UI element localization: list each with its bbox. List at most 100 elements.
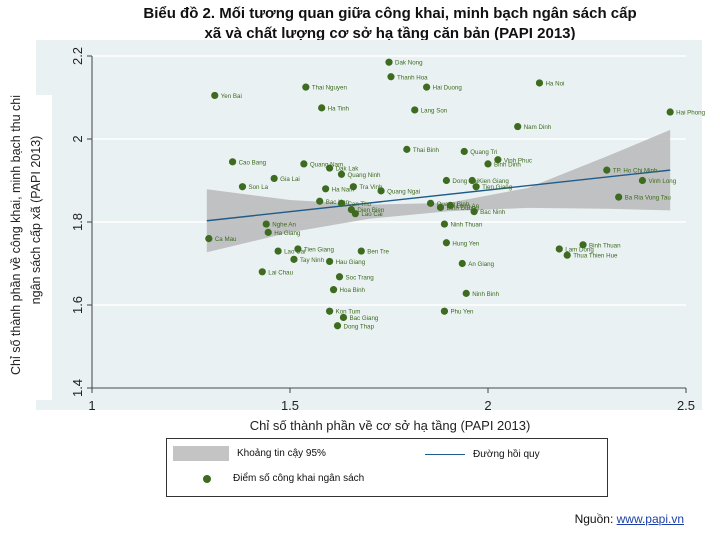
point-label-53: Hoa Binh	[340, 287, 366, 294]
legend-ci-label: Khoảng tin cậy 95%	[237, 448, 326, 459]
point-label-46: Ben Tre	[367, 249, 389, 256]
point-label-21: Kien Giang	[478, 178, 509, 185]
point-5	[211, 91, 219, 100]
point-52	[335, 273, 344, 281]
point-label-0: Dak Nong	[395, 60, 423, 67]
y-tick-label-4: 2.2	[70, 47, 85, 65]
y-axis-label-line-1: Chỉ số thành phần về công khai, minh bạc…	[9, 95, 23, 375]
legend-points: Điểm số công khai ngân sách	[199, 473, 364, 484]
point-25	[349, 183, 357, 191]
point-40	[205, 235, 213, 243]
point-48	[290, 255, 298, 263]
point-53	[329, 286, 338, 294]
x-tick-label-1: 1.5	[281, 398, 299, 413]
point-label-38: Ninh Thuan	[450, 222, 482, 229]
point-6	[318, 104, 326, 112]
point-label-2: Thai Nguyen	[312, 85, 348, 92]
point-22	[638, 176, 647, 185]
point-label-11: Quang Tri	[470, 149, 497, 156]
point-label-50: An Giang	[468, 261, 494, 268]
point-label-51: Lai Chau	[268, 269, 293, 276]
point-label-57: Bac Giang	[349, 315, 378, 322]
point-41	[442, 239, 451, 247]
point-label-40: Ca Mau	[215, 236, 237, 243]
point-1	[387, 73, 395, 81]
point-label-54: Ninh Binh	[472, 291, 499, 298]
chart-title: Biểu đồ 2. Mối tương quan giữa công khai…	[80, 4, 700, 44]
point-15	[484, 160, 492, 168]
point-13	[228, 158, 237, 166]
source-label: Nguồn:	[574, 512, 614, 526]
point-label-6: Ha Tinh	[328, 105, 350, 112]
point-20	[442, 176, 451, 185]
legend-line-label: Đường hồi quy	[473, 449, 540, 460]
point-label-43: Tien Giang	[304, 246, 335, 253]
x-tick-label-3: 2.5	[677, 398, 695, 413]
point-label-30: Can Tho	[347, 201, 371, 208]
point-label-26: Tien Giang	[482, 184, 513, 191]
point-label-9: Nam Dinh	[524, 124, 552, 131]
point-42	[579, 241, 587, 249]
point-58	[333, 322, 342, 330]
point-43	[294, 245, 302, 253]
point-label-4: Ha Noi	[545, 80, 564, 87]
point-26	[472, 183, 480, 191]
point-7	[411, 106, 419, 114]
x-label-bg	[225, 412, 570, 438]
point-label-33: Binh Duong	[446, 205, 479, 212]
legend-line-swatch	[425, 454, 465, 455]
y-tick-label-2: 1.8	[70, 213, 85, 231]
point-39	[264, 228, 272, 236]
point-label-45: Lao Cai	[284, 249, 305, 256]
chart-title-line-2: xã và chất lượng cơ sở hạ tầng căn bản (…	[204, 25, 576, 42]
point-label-47: Thua Thien Hue	[573, 253, 618, 260]
point-label-10: Thai Binh	[413, 147, 440, 154]
point-16	[326, 164, 334, 172]
point-label-24: Ha Nam	[332, 186, 355, 193]
point-32	[446, 201, 454, 209]
x-axis-label: Chỉ số thành phần về cơ sở hạ tầng (PAPI…	[250, 418, 531, 433]
point-label-39: Ha Giang	[274, 230, 301, 237]
point-45	[274, 247, 282, 255]
y-axis-label-line-2: ngân sách cấp xã (PAPI 2013)	[29, 136, 43, 305]
point-19	[270, 174, 278, 183]
point-56	[440, 307, 449, 315]
legend-line: Đường hồi quy	[425, 449, 540, 460]
y-tick-label-1: 1.6	[70, 296, 85, 314]
point-4	[535, 79, 544, 87]
source-link[interactable]: www.papi.vn	[616, 512, 684, 526]
point-label-44: Lam Dong	[565, 246, 594, 253]
point-50	[458, 259, 466, 268]
point-46	[357, 247, 365, 255]
point-label-18: Quang Ninh	[347, 172, 381, 179]
point-9	[514, 122, 522, 131]
point-35	[470, 208, 478, 216]
chart-title-line-1: Biểu đồ 2. Mối tương quan giữa công khai…	[143, 5, 637, 22]
point-11	[460, 147, 468, 156]
point-24	[322, 185, 330, 193]
point-label-25: Tra Vinh	[359, 184, 383, 191]
point-label-12: Vinh Phuc	[504, 157, 532, 164]
point-17	[603, 166, 611, 174]
point-37	[262, 220, 270, 228]
point-label-22: Vinh Long	[648, 178, 676, 185]
point-label-41: Hung Yen	[452, 240, 479, 247]
point-label-58: Dong Thap	[344, 323, 375, 330]
point-0	[385, 58, 393, 66]
point-label-48: Tay Ninh	[300, 257, 325, 264]
y-label-bg	[4, 95, 52, 400]
point-29	[316, 197, 324, 205]
point-28	[615, 193, 623, 201]
point-54	[462, 289, 470, 297]
point-label-55: Kon Tum	[336, 309, 361, 316]
legend-points-label: Điểm số công khai ngân sách	[233, 473, 365, 484]
point-47	[563, 251, 571, 259]
point-49	[326, 257, 334, 266]
data-points: Dak Nong Thanh Hoa Thai Nguyen Hai Duong Ha …	[205, 58, 706, 330]
point-21	[468, 176, 476, 185]
point-31	[426, 199, 435, 207]
point-label-3: Hai Duong	[433, 85, 463, 92]
point-label-17: TP. Ho Chi Minh	[613, 168, 658, 175]
point-label-37: Nghe An	[272, 222, 296, 229]
point-8	[666, 108, 674, 116]
